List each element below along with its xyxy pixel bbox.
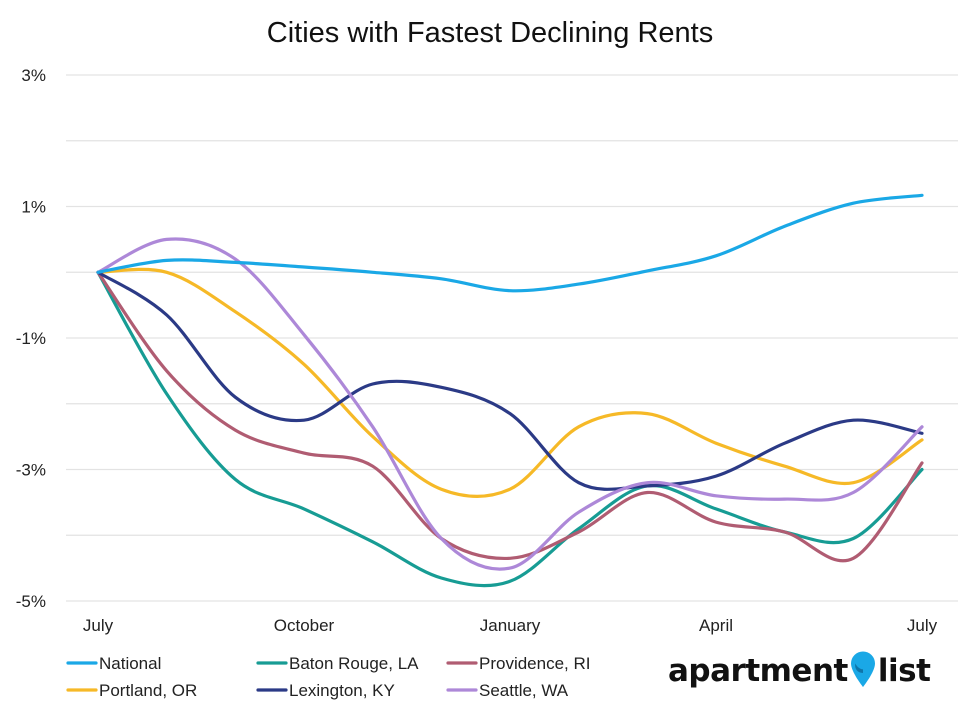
legend-label-lexington-ky: Lexington, KY <box>289 681 395 700</box>
apartment-list-logo: apartment list <box>668 648 931 694</box>
series-line-national <box>96 193 924 293</box>
y-tick-label: 1% <box>21 198 46 217</box>
y-tick-label: -3% <box>16 461 46 480</box>
legend-label-portland-or: Portland, OR <box>99 681 197 700</box>
legend-label-seattle-wa: Seattle, WA <box>479 681 569 700</box>
y-tick-label: 3% <box>21 66 46 85</box>
brand-text-right: list <box>877 653 931 689</box>
legend: National Baton Rouge, LA Providence, RI Por… <box>66 654 591 700</box>
y-tick-label: -5% <box>16 592 46 611</box>
legend-label-baton-rouge-la: Baton Rouge, LA <box>289 654 419 673</box>
x-tick-label: October <box>274 616 335 635</box>
y-tick-label: -1% <box>16 329 46 348</box>
y-axis-ticks: 3% 1% -1% -3% -5% <box>16 66 46 611</box>
x-tick-label: January <box>480 616 541 635</box>
x-tick-label: April <box>699 616 733 635</box>
legend-label-providence-ri: Providence, RI <box>479 654 591 673</box>
x-tick-label: July <box>907 616 938 635</box>
x-tick-label: July <box>83 616 114 635</box>
brand-text-left: apartment <box>668 653 848 689</box>
grid-lines <box>66 74 958 602</box>
series-line-providence-ri <box>96 270 924 563</box>
series-line-lexington-ky <box>96 270 924 491</box>
series-lines <box>96 193 924 588</box>
chart-title: Cities with Fastest Declining Rents <box>267 17 713 49</box>
series-line-portland-or <box>96 267 924 498</box>
legend-label-national: National <box>99 654 161 673</box>
location-pin-icon <box>850 651 875 687</box>
x-axis-ticks: July October January April July <box>83 616 938 635</box>
